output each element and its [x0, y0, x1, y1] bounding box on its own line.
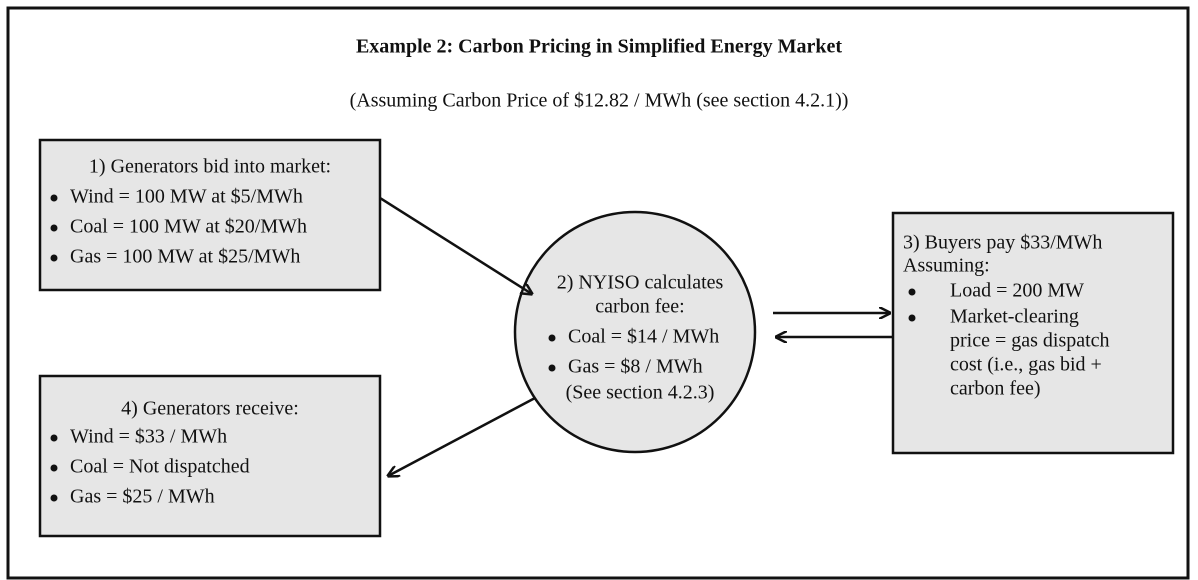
bullet-dot — [908, 288, 916, 296]
bullet-dot — [50, 224, 58, 232]
bullet-text: cost (i.e., gas bid + — [950, 354, 1102, 376]
bullet-text: Gas = $25 / MWh — [70, 486, 215, 508]
box — [38, 138, 382, 292]
bullet-text: Gas = $8 / MWh — [568, 356, 703, 378]
bullet-text: Load = 200 MW — [950, 280, 1084, 302]
bullet-text: Coal = $14 / MWh — [568, 326, 719, 348]
subtitle: (Assuming Carbon Price of $12.82 / MWh (… — [350, 90, 849, 112]
bullet-dot — [50, 254, 58, 262]
node-heading: 1) Generators bid into market: — [89, 156, 331, 178]
bullet-text: Wind = 100 MW at $5/MWh — [70, 186, 303, 208]
bullet-text: Gas = 100 MW at $25/MWh — [70, 246, 300, 268]
bullet-dot — [50, 494, 58, 502]
bullet-text: price = gas dispatch — [950, 330, 1110, 352]
bullet-dot — [50, 194, 58, 202]
circle — [513, 210, 757, 454]
title: Example 2: Carbon Pricing in Simplified … — [356, 36, 842, 58]
bullet-dot — [50, 434, 58, 442]
node-heading: 4) Generators receive: — [121, 398, 299, 420]
box — [891, 211, 1175, 455]
node-heading: 3) Buyers pay $33/MWh — [903, 232, 1102, 254]
node-note: (See section 4.2.3) — [566, 382, 715, 404]
bullet-dot — [50, 464, 58, 472]
bullet-dot — [908, 314, 916, 322]
node-heading: carbon fee: — [595, 296, 684, 318]
page-border — [6, 6, 1190, 580]
bullet-text: Coal = 100 MW at $20/MWh — [70, 216, 307, 238]
bullet-text: Coal = Not dispatched — [70, 456, 250, 478]
bullet-text: Wind = $33 / MWh — [70, 426, 227, 448]
bullet-dot — [548, 334, 556, 342]
box — [38, 374, 382, 538]
node-heading: Assuming: — [903, 255, 990, 277]
bullet-dot — [548, 364, 556, 372]
bullet-text: carbon fee) — [950, 378, 1041, 400]
arrow — [388, 396, 536, 476]
arrow — [379, 196, 532, 294]
node-heading: 2) NYISO calculates — [557, 272, 724, 294]
bullet-text: Market-clearing — [950, 306, 1079, 328]
